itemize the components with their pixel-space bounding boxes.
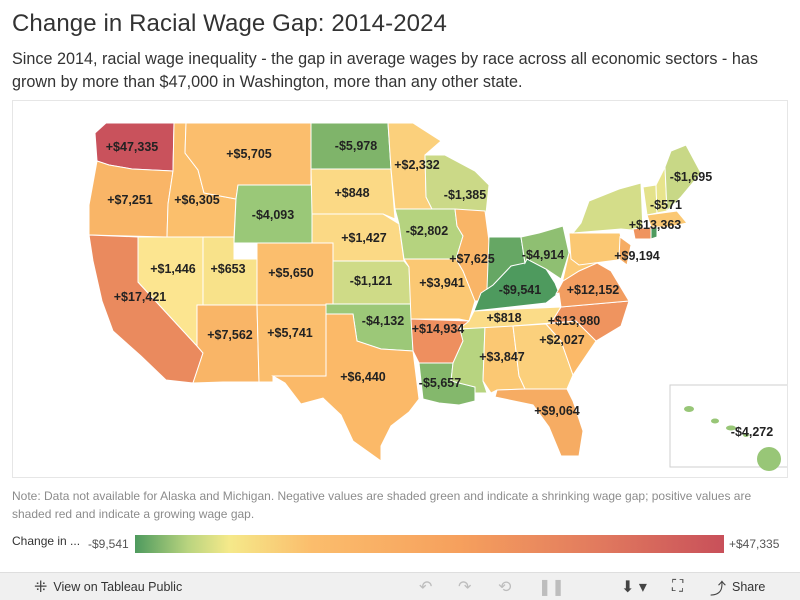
state-label-tx: +$6,440 — [340, 370, 386, 384]
state-label-al: +$3,847 — [479, 350, 525, 364]
state-hi-island-1[interactable] — [684, 406, 694, 412]
state-label-wi: -$1,385 — [444, 188, 486, 202]
state-hi-island-5[interactable] — [757, 447, 781, 471]
state-label-mn: +$2,332 — [394, 158, 440, 172]
state-label-wa: +$47,335 — [106, 140, 159, 154]
map-canvas[interactable]: +$47,335 +$7,251 +$17,421 +$6,305 +$1,446 +$6… — [13, 101, 788, 478]
data-note: Note: Data not available for Alaska and … — [12, 489, 752, 521]
state-label-nm: +$5,741 — [267, 326, 313, 340]
redo-button[interactable]: ↷ — [458, 573, 471, 600]
legend-max-label: +$47,335 — [729, 537, 780, 551]
state-label-ne: +$1,427 — [341, 231, 387, 245]
download-button[interactable]: ⬇ ▾ — [621, 573, 647, 600]
tableau-toolbar: ⁜ View on Tableau Public ↶ ↷ ⟲ ❚❚ ⬇ ▾ ⛶ … — [0, 572, 800, 600]
state-nj[interactable] — [618, 236, 632, 266]
share-button[interactable]: ⤴ Share — [710, 573, 765, 600]
viz-title: Change in Racial Wage Gap: 2014-2024 — [12, 10, 447, 37]
state-label-fl: +$9,064 — [534, 404, 580, 418]
view-on-tableau-button[interactable]: ⁜ View on Tableau Public — [34, 573, 182, 600]
viz-subtitle: Since 2014, racial wage inequality - the… — [12, 50, 758, 91]
state-label-or: +$7,251 — [107, 193, 153, 207]
state-label-oh: -$4,914 — [522, 248, 564, 262]
state-label-hi: -$4,272 — [731, 425, 773, 439]
view-on-tableau-label: View on Tableau Public — [53, 580, 183, 594]
state-label-va: +$12,152 — [567, 283, 620, 297]
state-label-ga: +$2,027 — [539, 333, 585, 347]
state-label-ut: +$653 — [210, 262, 245, 276]
download-icon: ⬇ ▾ — [621, 579, 647, 596]
state-label-ky: -$9,541 — [499, 283, 541, 297]
state-ma[interactable] — [646, 210, 688, 228]
state-label-ar: +$14,934 — [412, 322, 465, 336]
state-sd[interactable] — [310, 168, 396, 220]
share-icon: ⤴ — [710, 581, 727, 598]
state-label-nv: +$1,446 — [150, 262, 196, 276]
state-label-mo: +$3,941 — [419, 276, 465, 290]
state-label-ok: -$4,132 — [362, 314, 404, 328]
state-label-il: +$7,625 — [449, 252, 495, 266]
state-me[interactable] — [664, 144, 702, 213]
us-map[interactable]: +$47,335 +$7,251 +$17,421 +$6,305 +$1,446 +$6… — [12, 100, 788, 478]
state-label-ca: +$17,421 — [114, 290, 167, 304]
revert-button[interactable]: ⟲ — [498, 573, 511, 600]
state-label-id: +$6,305 — [174, 193, 220, 207]
state-ri[interactable] — [650, 226, 658, 240]
state-label-ct: +$13,363 — [629, 218, 682, 232]
state-label-vt: -$571 — [650, 198, 682, 212]
undo-icon: ↶ — [419, 579, 433, 596]
state-label-az: +$7,562 — [207, 328, 253, 342]
state-label-ks: -$1,121 — [350, 274, 392, 288]
state-label-mt: +$5,705 — [226, 147, 272, 161]
state-il[interactable] — [454, 208, 494, 302]
legend-min-label: -$9,541 — [88, 537, 129, 551]
legend-title: Change in ... — [12, 534, 81, 548]
state-label-wy: -$4,093 — [252, 208, 294, 222]
pause-icon: ❚❚ — [538, 579, 565, 596]
redo-icon: ↷ — [458, 579, 472, 596]
fullscreen-button[interactable]: ⛶ — [672, 573, 683, 600]
state-label-sd: +$848 — [334, 186, 369, 200]
state-label-nd: -$5,978 — [335, 139, 377, 153]
state-label-me: -$1,695 — [670, 170, 712, 184]
state-hi-island-4[interactable] — [743, 433, 749, 437]
legend-color-ramp — [135, 535, 724, 553]
state-label-ia: -$2,802 — [406, 224, 448, 238]
state-label-tn: +$818 — [486, 311, 521, 325]
undo-button[interactable]: ↶ — [419, 573, 432, 600]
state-pa[interactable] — [568, 232, 626, 266]
state-fl[interactable] — [494, 388, 584, 457]
state-label-co: +$5,650 — [268, 266, 314, 280]
pause-button[interactable]: ❚❚ — [538, 573, 565, 600]
state-tx[interactable] — [271, 313, 420, 462]
fullscreen-icon: ⛶ — [672, 578, 684, 595]
state-az[interactable] — [192, 304, 260, 384]
state-label-la: -$5,657 — [419, 376, 461, 390]
revert-icon: ⟲ — [498, 579, 512, 596]
tableau-icon: ⁜ — [34, 579, 48, 596]
state-hi-island-3[interactable] — [726, 425, 736, 431]
state-hi-island-2[interactable] — [711, 418, 719, 424]
state-ny[interactable] — [571, 182, 644, 234]
state-oh[interactable] — [520, 225, 570, 280]
share-label: Share — [732, 580, 766, 594]
state-label-nj: +$9,194 — [614, 249, 660, 263]
state-nm[interactable] — [256, 304, 327, 383]
state-label-nc: +$13,980 — [548, 314, 601, 328]
